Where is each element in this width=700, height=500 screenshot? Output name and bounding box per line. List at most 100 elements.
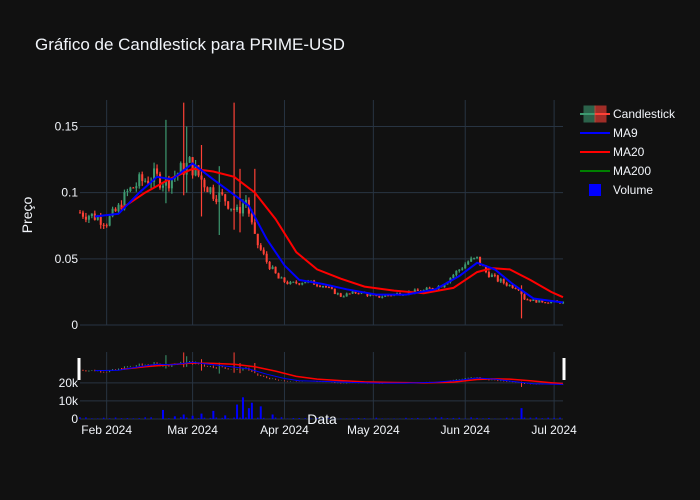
volume-bar <box>559 417 561 419</box>
candle-body <box>191 157 194 176</box>
volume-bar <box>161 409 164 419</box>
x-tick-label: Apr 2024 <box>260 423 309 437</box>
candle-body <box>203 179 206 188</box>
legend-label: MA20 <box>613 145 645 159</box>
volume-bar <box>535 417 538 419</box>
volume-bar <box>523 417 526 419</box>
candle-body <box>452 274 455 278</box>
volume-bar <box>440 417 443 419</box>
volume-bar <box>334 418 336 419</box>
candle-body <box>304 282 307 284</box>
candle-body <box>126 191 129 193</box>
volume-bar <box>114 417 117 419</box>
volume-bar <box>102 417 105 419</box>
candle-body <box>224 194 227 202</box>
volume-bar <box>144 417 146 419</box>
candle-body <box>280 277 283 279</box>
volume-bar <box>241 397 244 419</box>
volume-bar <box>271 414 274 419</box>
candle-body <box>327 287 330 289</box>
candle-body <box>253 222 256 234</box>
candle-body <box>487 272 490 277</box>
candle-body <box>283 277 286 282</box>
legend-label: MA9 <box>613 126 638 140</box>
candle-body <box>132 187 135 189</box>
legend-item-ma9[interactable]: MA9 <box>580 126 638 140</box>
volume-bar <box>245 417 247 419</box>
y-axis-label: Preço <box>19 197 35 234</box>
candle-body <box>520 290 523 295</box>
candle-body <box>511 284 514 289</box>
volume-bar <box>247 408 250 419</box>
candle-body <box>215 198 218 203</box>
candle-body <box>289 281 292 285</box>
ma9-line <box>94 162 564 304</box>
candle-body <box>544 302 547 304</box>
candle-body <box>493 274 496 276</box>
x-tick-label: Mar 2024 <box>167 423 218 437</box>
volume-bar <box>174 417 176 419</box>
candle-body <box>138 174 141 187</box>
volume-bar <box>505 417 508 419</box>
candle-body <box>517 288 520 291</box>
volume-tick-label: 0 <box>71 412 78 426</box>
volume-bar <box>256 417 259 419</box>
candle-body <box>99 217 102 225</box>
candle-body <box>413 289 416 294</box>
candle-body <box>526 299 529 301</box>
rangeslider-grid <box>80 352 563 420</box>
legend[interactable]: Candlestick MA9 MA20 MA200 Volume <box>580 105 676 197</box>
candle-body <box>428 287 431 289</box>
candle-body <box>265 253 268 262</box>
legend-item-candlestick[interactable]: Candlestick <box>580 105 676 123</box>
candle-body <box>153 168 156 182</box>
candle-body <box>561 301 565 304</box>
volume-bar <box>227 418 229 419</box>
candle-body <box>262 249 265 254</box>
candle-body <box>496 275 499 282</box>
candle-body <box>244 199 247 204</box>
candle-body <box>120 204 123 210</box>
range-handle-right[interactable] <box>562 358 566 380</box>
volume-bar <box>224 415 227 419</box>
candle-body <box>123 192 126 210</box>
candle-body <box>292 281 295 283</box>
legend-label: Candlestick <box>613 107 676 121</box>
legend-item-ma200[interactable]: MA200 <box>580 164 651 178</box>
candle-body <box>286 281 289 285</box>
candle-body <box>271 266 274 269</box>
volume-bar <box>250 402 253 419</box>
candle-body <box>102 224 105 226</box>
volume-bar <box>458 417 461 419</box>
candle-body <box>209 187 212 193</box>
candle-body <box>318 285 322 287</box>
candle-body <box>241 203 245 214</box>
volume-bar <box>375 417 378 419</box>
legend-item-volume[interactable]: Volume <box>589 183 653 197</box>
volume-bar <box>120 418 123 419</box>
candle-body <box>295 281 298 284</box>
volume-bar <box>168 418 170 419</box>
volume-bar <box>405 417 407 419</box>
candle-body <box>238 207 242 214</box>
y-tick-label: 0.05 <box>55 252 79 266</box>
volume-bar <box>310 418 312 419</box>
volume-bar <box>91 418 93 419</box>
volume-bar <box>520 408 523 419</box>
volume-bar <box>482 418 484 419</box>
range-handle-left[interactable] <box>77 358 81 380</box>
range-slider[interactable] <box>77 352 566 387</box>
volume-bar <box>464 418 467 419</box>
candle-body <box>230 208 233 210</box>
candle-body <box>78 212 82 214</box>
legend-label: MA200 <box>613 164 651 178</box>
volume-bar <box>316 418 318 419</box>
candle-body <box>147 180 150 184</box>
candle-body <box>378 295 381 298</box>
candle-body <box>550 301 553 303</box>
candle-body <box>508 284 511 286</box>
legend-item-ma20[interactable]: MA20 <box>580 145 645 159</box>
legend-candle-down-swatch <box>594 105 607 123</box>
candle-body <box>470 258 473 262</box>
